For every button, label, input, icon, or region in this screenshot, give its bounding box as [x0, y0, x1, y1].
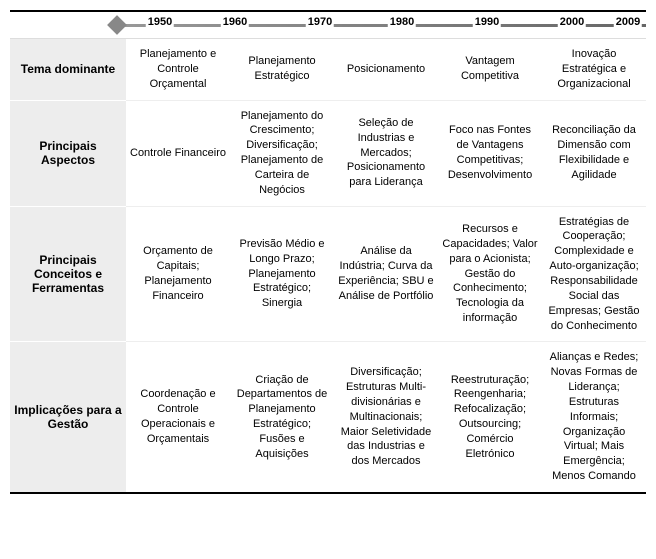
year-0: 1950	[146, 16, 174, 28]
cell: Foco nas Fontes de Vantagens Competitiva…	[438, 100, 542, 206]
row-header: Implicações para a Gestão	[10, 342, 126, 492]
year-5: 2000	[558, 16, 586, 28]
cell: Reestruturação; Reengenharia; Refocaliza…	[438, 342, 542, 492]
cell: Estratégias de Cooperação; Complexidade …	[542, 206, 646, 342]
cell: Criação de Departamentos de Planejamento…	[230, 342, 334, 492]
cell: Seleção de Industrias e Mercados; Posici…	[334, 100, 438, 206]
row-header: Tema dominante	[10, 39, 126, 100]
cell: Coordenação e Controle Operacionais e Or…	[126, 342, 230, 492]
cell: Planejamento e Controle Orçamental	[126, 39, 230, 100]
content-table: Tema dominante Planejamento e Controle O…	[10, 39, 646, 492]
evolution-table: 1950 1960 1970 1980 1990 2000 2009 Tema …	[10, 10, 646, 494]
cell: Posicionamento	[334, 39, 438, 100]
cell: Planejamento do Crescimento; Diversifica…	[230, 100, 334, 206]
table-row: Tema dominante Planejamento e Controle O…	[10, 39, 646, 100]
cell: Previsão Médio e Longo Prazo; Planejamen…	[230, 206, 334, 342]
table-row: Principais Conceitos e Ferramentas Orçam…	[10, 206, 646, 342]
year-2: 1970	[306, 16, 334, 28]
timeline-header: 1950 1960 1970 1980 1990 2000 2009	[10, 12, 646, 39]
cell: Vantagem Competitiva	[438, 39, 542, 100]
cell: Diversificação; Estruturas Multi-divisio…	[334, 342, 438, 492]
cell: Controle Financeiro	[126, 100, 230, 206]
cell: Reconciliação da Dimensão com Flexibilid…	[542, 100, 646, 206]
cell: Recursos e Capacidades; Valor para o Aci…	[438, 206, 542, 342]
cell: Inovação Estratégica e Organizacional	[542, 39, 646, 100]
cell: Planejamento Estratégico	[230, 39, 334, 100]
cell: Orçamento de Capitais; Planejamento Fina…	[126, 206, 230, 342]
year-1: 1960	[221, 16, 249, 28]
table-row: Implicações para a Gestão Coordenação e …	[10, 342, 646, 492]
timeline-diamond	[107, 15, 127, 35]
year-6: 2009	[614, 16, 642, 28]
row-header: Principais Aspectos	[10, 100, 126, 206]
table-row: Principais Aspectos Controle Financeiro …	[10, 100, 646, 206]
cell: Alianças e Redes; Novas Formas de Lidera…	[542, 342, 646, 492]
cell: Análise da Indústria; Curva da Experiênc…	[334, 206, 438, 342]
row-header: Principais Conceitos e Ferramentas	[10, 206, 126, 342]
year-4: 1990	[473, 16, 501, 28]
year-3: 1980	[388, 16, 416, 28]
